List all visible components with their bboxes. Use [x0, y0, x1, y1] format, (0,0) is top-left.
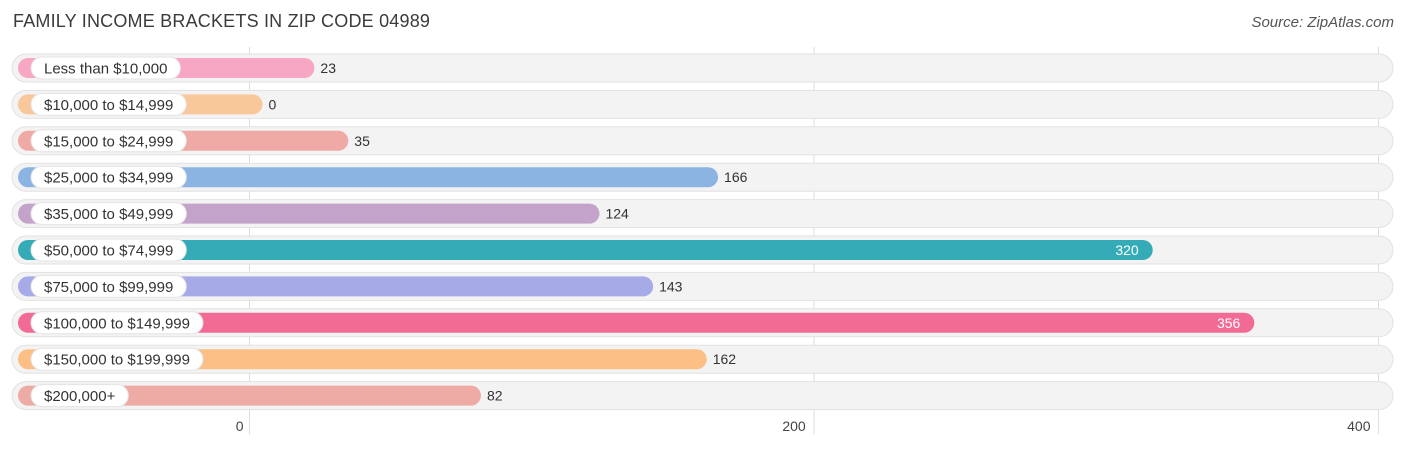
category-label-pill [30, 274, 187, 298]
bar-row: $200,000+ 82 [11, 381, 1394, 411]
bar-row: $50,000 to $74,999 320 [11, 235, 1394, 265]
bar-row: $75,000 to $99,999 143 [11, 271, 1394, 301]
category-label-pill [30, 311, 204, 335]
category-label: $150,000 to $199,999 [44, 352, 190, 369]
category-label-pill [30, 129, 187, 153]
bar-track [11, 53, 1394, 83]
bar-row: $25,000 to $34,999 166 [11, 162, 1394, 192]
bar-row: $15,000 to $24,999 35 [11, 126, 1394, 156]
category-label-pill [30, 202, 187, 226]
bar-row: $35,000 to $49,999 124 [11, 199, 1394, 229]
category-label: $50,000 to $74,999 [44, 243, 173, 260]
category-label-pill [30, 238, 187, 262]
value-label: 143 [659, 278, 683, 294]
category-label: $100,000 to $149,999 [44, 315, 190, 332]
value-label: 82 [487, 388, 503, 404]
value-label: 23 [320, 60, 336, 76]
value-label: 320 [1115, 242, 1139, 258]
bar-row: $150,000 to $199,999 162 [11, 344, 1394, 374]
value-label: 124 [605, 206, 629, 222]
value-label: 0 [269, 96, 277, 112]
bar-row: $100,000 to $149,999 356 [11, 308, 1394, 338]
value-label: 356 [1217, 315, 1241, 331]
category-label: $15,000 to $24,999 [44, 133, 173, 150]
category-label: Less than $10,000 [44, 61, 167, 78]
chart-title: FAMILY INCOME BRACKETS IN ZIP CODE 04989 [13, 11, 431, 31]
value-label: 162 [713, 351, 737, 367]
x-tick-label: 200 [782, 418, 806, 434]
category-label-pill [30, 165, 187, 189]
category-label: $200,000+ [44, 388, 116, 405]
category-label-pill [30, 92, 187, 116]
bar-row: Less than $10,000 23 [11, 53, 1394, 83]
bar [18, 385, 481, 406]
bar [18, 312, 1255, 333]
source-credit: Source: ZipAtlas.com [1251, 14, 1394, 31]
category-label: $10,000 to $14,999 [44, 97, 173, 114]
category-label: $25,000 to $34,999 [44, 170, 173, 187]
x-tick-label: 0 [236, 418, 244, 434]
category-label-pill [30, 56, 181, 80]
bar [18, 240, 1153, 260]
bar-row: $10,000 to $14,999 0 [11, 89, 1394, 119]
category-label: $75,000 to $99,999 [44, 279, 173, 296]
x-tick-label: 400 [1347, 418, 1371, 434]
category-label-pill [30, 347, 204, 371]
category-label-pill [30, 384, 129, 408]
value-label: 35 [354, 133, 370, 149]
bar-track [11, 126, 1394, 156]
category-label: $35,000 to $49,999 [44, 206, 173, 223]
value-label: 166 [724, 169, 748, 185]
bar [18, 167, 719, 188]
bar-track [11, 89, 1394, 119]
